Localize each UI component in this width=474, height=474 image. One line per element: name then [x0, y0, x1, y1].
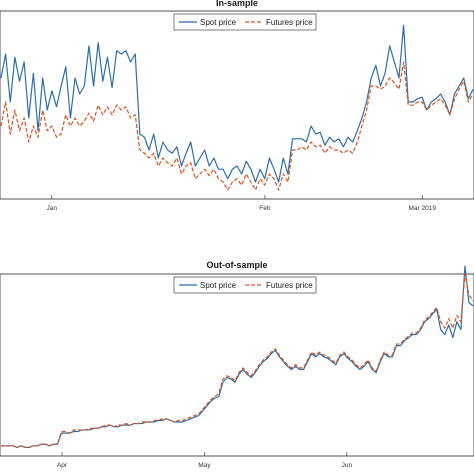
out-of-sample-x-tick-label: Jun	[342, 462, 353, 469]
in-sample-x-tick-label: Mar 2019	[409, 205, 437, 212]
out-of-sample-title: Out-of-sample	[206, 260, 267, 270]
out-of-sample-legend-spot-label: Spot price	[200, 281, 237, 290]
out-of-sample-ticks: Apr May Jun	[57, 452, 353, 469]
out-of-sample-lines	[1, 265, 474, 449]
out-of-sample-panel: Out-of-sample Apr May Jun Spot price Futur…	[0, 260, 474, 469]
out-of-sample-legend-futures-label: Futures price	[266, 281, 313, 290]
in-sample-title: In-sample	[216, 0, 258, 8]
in-sample-legend-spot-label: Spot price	[200, 18, 237, 27]
in-sample-x-tick-label: Feb	[259, 205, 271, 212]
in-sample-spot-series-line	[0, 24, 474, 183]
out-of-sample-axes-box	[0, 273, 474, 457]
in-sample-x-tick-label: Jan	[47, 205, 58, 212]
out-of-sample-legend: Spot price Futures price	[173, 276, 317, 294]
in-sample-axes-box	[0, 10, 474, 200]
in-sample-legend: Spot price Futures price	[173, 13, 317, 31]
in-sample-legend-futures-label: Futures price	[266, 18, 313, 27]
out-of-sample-x-tick-label: May	[198, 462, 211, 469]
in-sample-lines	[0, 24, 474, 191]
out-of-sample-futures-series-line	[1, 273, 474, 449]
in-sample-panel: In-sample Jan Feb Mar 2019 Spot price Futu…	[0, 0, 474, 212]
out-of-sample-x-tick-label: Apr	[57, 462, 68, 469]
in-sample-futures-series-line	[0, 61, 474, 191]
in-sample-ticks: Jan Feb Mar 2019	[47, 195, 437, 212]
out-of-sample-spot-series-line	[1, 265, 474, 449]
